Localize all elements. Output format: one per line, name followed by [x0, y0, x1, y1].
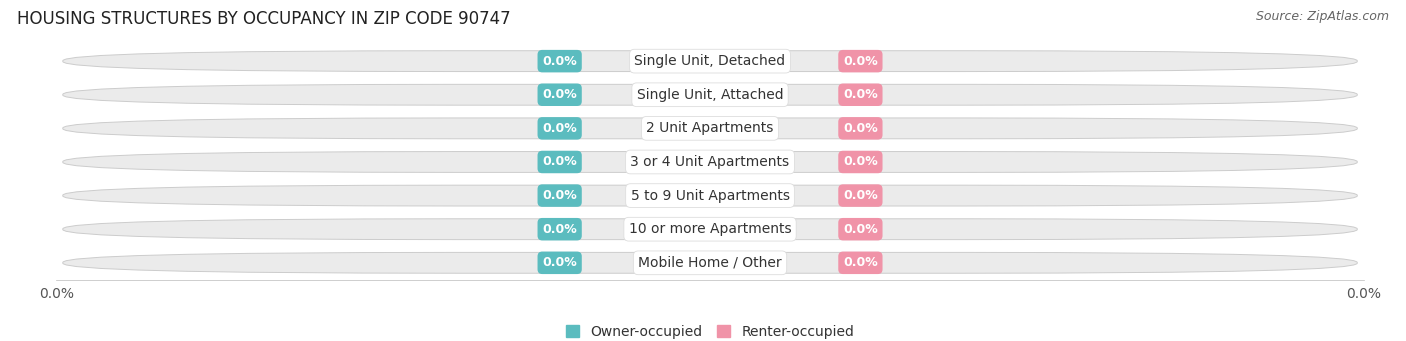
Text: 10 or more Apartments: 10 or more Apartments [628, 222, 792, 236]
Text: Single Unit, Detached: Single Unit, Detached [634, 54, 786, 68]
FancyBboxPatch shape [63, 185, 1357, 206]
Text: 0.0%: 0.0% [543, 155, 576, 168]
FancyBboxPatch shape [63, 118, 1357, 139]
Text: 0.0%: 0.0% [844, 223, 877, 236]
Text: 0.0%: 0.0% [844, 155, 877, 168]
Text: 3 or 4 Unit Apartments: 3 or 4 Unit Apartments [630, 155, 790, 169]
FancyBboxPatch shape [63, 219, 1357, 240]
Text: 0.0%: 0.0% [543, 55, 576, 68]
Text: 0.0%: 0.0% [543, 223, 576, 236]
FancyBboxPatch shape [63, 51, 1357, 72]
Legend: Owner-occupied, Renter-occupied: Owner-occupied, Renter-occupied [565, 325, 855, 339]
Text: 2 Unit Apartments: 2 Unit Apartments [647, 121, 773, 135]
Text: 0.0%: 0.0% [543, 189, 576, 202]
Text: Single Unit, Attached: Single Unit, Attached [637, 88, 783, 102]
Text: HOUSING STRUCTURES BY OCCUPANCY IN ZIP CODE 90747: HOUSING STRUCTURES BY OCCUPANCY IN ZIP C… [17, 10, 510, 28]
Text: 5 to 9 Unit Apartments: 5 to 9 Unit Apartments [630, 189, 790, 203]
Text: 0.0%: 0.0% [844, 88, 877, 101]
Text: 0.0%: 0.0% [844, 55, 877, 68]
Text: 0.0%: 0.0% [543, 122, 576, 135]
FancyBboxPatch shape [63, 84, 1357, 105]
Text: 0.0%: 0.0% [844, 256, 877, 269]
Text: Source: ZipAtlas.com: Source: ZipAtlas.com [1256, 10, 1389, 23]
Text: 0.0%: 0.0% [543, 88, 576, 101]
Text: 0.0%: 0.0% [844, 122, 877, 135]
Text: 0.0%: 0.0% [543, 256, 576, 269]
FancyBboxPatch shape [63, 252, 1357, 273]
Text: Mobile Home / Other: Mobile Home / Other [638, 256, 782, 270]
FancyBboxPatch shape [63, 151, 1357, 173]
Text: 0.0%: 0.0% [844, 189, 877, 202]
